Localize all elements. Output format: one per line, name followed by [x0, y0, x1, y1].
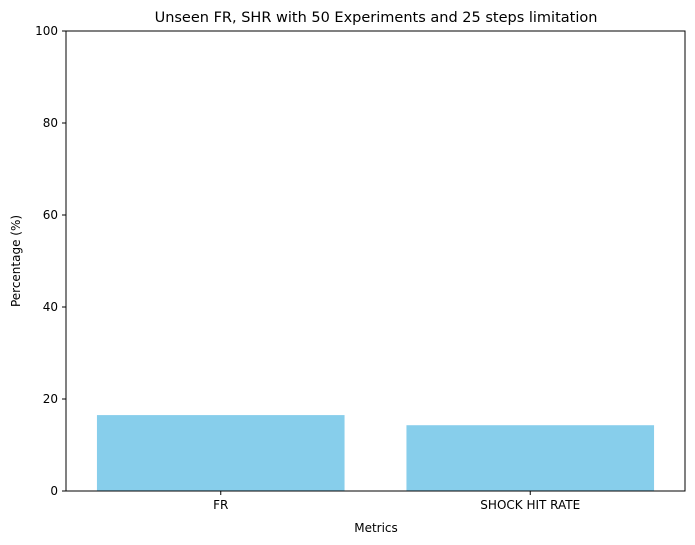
bars-group — [96, 415, 655, 491]
x-axis-label: Metrics — [354, 521, 398, 535]
plot-frame — [65, 30, 686, 492]
chart-title: Unseen FR, SHR with 50 Experiments and 2… — [155, 10, 598, 26]
y-tick-label: 20 — [43, 392, 58, 406]
y-tick-label: 100 — [35, 24, 58, 38]
bar-fr — [96, 415, 345, 491]
y-tick-label: 0 — [50, 484, 58, 498]
y-tick-label: 40 — [43, 300, 58, 314]
x-tick-label: FR — [213, 498, 228, 512]
y-axis-label: Percentage (%) — [9, 215, 23, 307]
y-tick-label: 80 — [43, 116, 58, 130]
plot-area: 0 20 40 60 80 100 FR SHOCK HIT RATE — [35, 24, 686, 512]
x-axis: FR SHOCK HIT RATE — [213, 491, 580, 512]
y-axis: 0 20 40 60 80 100 — [35, 24, 66, 498]
y-tick-label: 60 — [43, 208, 58, 222]
x-tick-label: SHOCK HIT RATE — [480, 498, 580, 512]
bar-shock-hit-rate — [406, 425, 655, 491]
